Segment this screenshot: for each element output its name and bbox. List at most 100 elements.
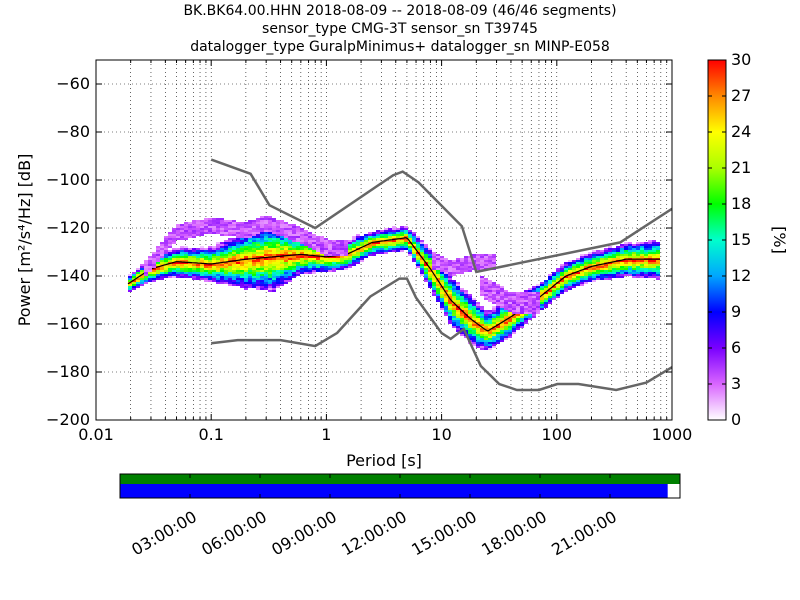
heatmap-cell <box>220 218 224 220</box>
heatmap-cell <box>448 290 452 292</box>
heatmap-cell <box>320 238 324 240</box>
heatmap-cell <box>236 238 240 240</box>
heatmap-cell <box>344 264 348 266</box>
heatmap-cell <box>468 298 472 300</box>
heatmap-cell <box>412 250 416 252</box>
heatmap-cell <box>144 278 148 280</box>
heatmap-cell <box>196 252 200 254</box>
heatmap-cell <box>196 264 200 266</box>
heatmap-cell <box>468 330 472 332</box>
heatmap-cell <box>472 308 476 310</box>
heatmap-cell <box>288 248 292 250</box>
heatmap-cell <box>216 248 220 250</box>
heatmap-cell <box>432 286 436 288</box>
heatmap-cell <box>180 236 184 238</box>
heatmap-cell <box>480 264 484 266</box>
heatmap-cell <box>356 238 360 240</box>
heatmap-cell <box>348 248 352 250</box>
heatmap-cell <box>268 262 272 264</box>
heatmap-cell <box>484 288 488 290</box>
heatmap-cell <box>460 296 464 298</box>
heatmap-cell <box>244 240 248 242</box>
heatmap-cell <box>576 278 580 280</box>
heatmap-cell <box>492 256 496 258</box>
heatmap-cell <box>396 244 400 246</box>
heatmap-cell <box>216 256 220 258</box>
heatmap-cell <box>544 286 548 288</box>
heatmap-cell <box>620 272 624 274</box>
heatmap-cell <box>176 274 180 276</box>
heatmap-cell <box>428 264 432 266</box>
heatmap-cell <box>468 306 472 308</box>
heatmap-cell <box>596 254 600 256</box>
heatmap-cell <box>204 260 208 262</box>
heatmap-cell <box>208 254 212 256</box>
heatmap-cell <box>528 308 532 310</box>
heatmap-cell <box>480 348 484 350</box>
heatmap-cell <box>448 282 452 284</box>
heatmap-cell <box>488 254 492 256</box>
heatmap-cell <box>388 250 392 252</box>
heatmap-cell <box>572 280 576 282</box>
heatmap-cell <box>568 284 572 286</box>
heatmap-cell <box>624 262 628 264</box>
heatmap-cell <box>480 312 484 314</box>
heatmap-cell <box>608 264 612 266</box>
heatmap-cell <box>324 270 328 272</box>
heatmap-cell <box>628 254 632 256</box>
heatmap-cell <box>492 294 496 296</box>
heatmap-cell <box>536 308 540 310</box>
heatmap-cell <box>576 268 580 270</box>
heatmap-cell <box>444 304 448 306</box>
heatmap-cell <box>648 266 652 268</box>
heatmap-cell <box>168 270 172 272</box>
heatmap-cell <box>352 238 356 240</box>
heatmap-cell <box>636 252 640 254</box>
heatmap-cell <box>312 264 316 266</box>
heatmap-cell <box>460 312 464 314</box>
heatmap-cell <box>316 244 320 246</box>
heatmap-cell <box>608 274 612 276</box>
heatmap-cell <box>140 270 144 272</box>
heatmap-cell <box>400 228 404 230</box>
heatmap-cell <box>532 296 536 298</box>
heatmap-cell <box>476 320 480 322</box>
heatmap-cell <box>416 256 420 258</box>
heatmap-cell <box>244 276 248 278</box>
heatmap-cell <box>448 288 452 290</box>
heatmap-cell <box>204 280 208 282</box>
heatmap-cell <box>288 268 292 270</box>
heatmap-cell <box>536 302 540 304</box>
heatmap-cell <box>204 274 208 276</box>
heatmap-cell <box>332 252 336 254</box>
heatmap-cell <box>136 286 140 288</box>
heatmap-cell <box>172 234 176 236</box>
heatmap-cell <box>648 268 652 270</box>
heatmap-cell <box>308 246 312 248</box>
heatmap-cell <box>268 274 272 276</box>
heatmap-cell <box>492 328 496 330</box>
heatmap-cell <box>408 248 412 250</box>
heatmap-cell <box>232 252 236 254</box>
heatmap-cell <box>256 256 260 258</box>
heatmap-cell <box>420 258 424 260</box>
heatmap-cell <box>344 260 348 262</box>
heatmap-cell <box>264 284 268 286</box>
heatmap-cell <box>440 270 444 272</box>
heatmap-cell <box>296 274 300 276</box>
heatmap-cell <box>224 258 228 260</box>
heatmap-cell <box>308 236 312 238</box>
heatmap-cell <box>228 246 232 248</box>
heatmap-cell <box>580 274 584 276</box>
heatmap-cell <box>240 232 244 234</box>
heatmap-cell <box>316 248 320 250</box>
heatmap-cell <box>508 294 512 296</box>
heatmap-cell <box>180 234 184 236</box>
heatmap-cell <box>472 336 476 338</box>
heatmap-cell <box>480 292 484 294</box>
heatmap-cell <box>140 266 144 268</box>
heatmap-cell <box>340 254 344 256</box>
heatmap-cell <box>284 230 288 232</box>
heatmap-cell <box>156 262 160 264</box>
heatmap-cell <box>220 248 224 250</box>
